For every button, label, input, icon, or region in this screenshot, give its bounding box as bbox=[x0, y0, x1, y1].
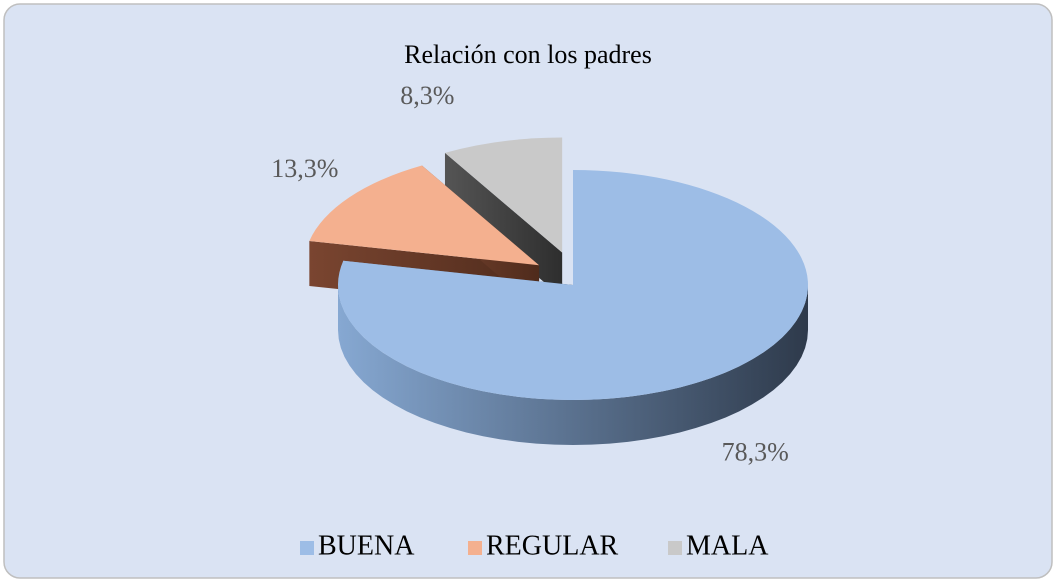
data-label: 78,3% bbox=[722, 437, 789, 466]
legend-swatch bbox=[668, 541, 682, 555]
legend-label: MALA bbox=[686, 530, 769, 561]
data-label: 13,3% bbox=[271, 154, 338, 183]
legend-label: BUENA bbox=[318, 530, 415, 561]
chart-title: Relación con los padres bbox=[404, 40, 652, 69]
slice bbox=[309, 165, 540, 266]
data-label: 8,3% bbox=[400, 81, 454, 110]
slice bbox=[338, 170, 808, 400]
legend-label: REGULAR bbox=[486, 530, 619, 561]
slice bbox=[444, 137, 563, 253]
slice-side bbox=[338, 285, 808, 445]
legend-swatch bbox=[300, 541, 314, 555]
legend-swatch bbox=[468, 541, 482, 555]
